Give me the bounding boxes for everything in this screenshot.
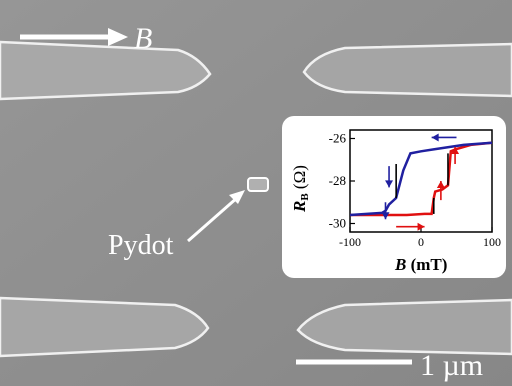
arrow-down-switch-head: [385, 180, 394, 188]
pydot-label: Pydot: [108, 230, 174, 261]
x-tick-label: 100: [483, 235, 501, 249]
electrode-bottom-left: [0, 296, 210, 358]
tick-labels: -100 0 100 -26 -28 -30: [329, 131, 501, 250]
arrow-down-sweep-head: [431, 133, 439, 142]
x-tick-label: 0: [418, 235, 424, 249]
sweep-arrows: [381, 133, 460, 231]
arrow-down-bottom-head: [381, 212, 390, 220]
electrode-top-right: [302, 42, 512, 98]
x-tick-label: -100: [339, 235, 361, 249]
field-arrow: [20, 28, 128, 46]
electrode-top-left: [0, 40, 212, 101]
y-tick-label: -26: [329, 131, 347, 146]
tick-marks: [349, 137, 493, 232]
scale-bar-label: 1 µm: [420, 349, 483, 382]
inset-plot: -100 0 100 -26 -28 -30 RB (Ω) B (mT): [282, 116, 506, 278]
pydot-particle: [247, 177, 269, 192]
arrow-up-top-head: [451, 147, 460, 154]
x-axis-label: B (mT): [394, 255, 447, 274]
arrow-up-sweep-head: [417, 222, 425, 231]
electrode-bottom-right: [296, 298, 512, 356]
y-tick-label: -28: [329, 173, 346, 188]
pydot-pointer-arrow: [187, 190, 245, 243]
field-label: B: [134, 22, 152, 55]
series-line-down: [349, 141, 493, 217]
y-axis-label: RB (Ω): [290, 165, 311, 213]
y-tick-label: -30: [329, 216, 346, 231]
arrow-up-switch-head: [436, 181, 445, 188]
inset-panel: [282, 116, 506, 278]
